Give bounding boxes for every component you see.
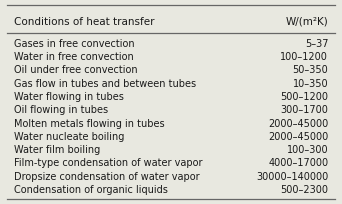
Text: 100–1200: 100–1200	[280, 52, 328, 62]
Text: W/(m²K): W/(m²K)	[286, 17, 328, 26]
Text: 300–1700: 300–1700	[280, 105, 328, 115]
Text: Water nucleate boiling: Water nucleate boiling	[14, 131, 124, 141]
Text: 50–350: 50–350	[292, 65, 328, 75]
Text: 30000–140000: 30000–140000	[256, 171, 328, 181]
Text: Condensation of organic liquids: Condensation of organic liquids	[14, 184, 168, 194]
Text: 500–2300: 500–2300	[280, 184, 328, 194]
Text: Water film boiling: Water film boiling	[14, 144, 100, 154]
Text: 4000–17000: 4000–17000	[268, 158, 328, 168]
Text: 10–350: 10–350	[293, 78, 328, 88]
Text: 500–1200: 500–1200	[280, 91, 328, 101]
Text: Molten metals flowing in tubes: Molten metals flowing in tubes	[14, 118, 164, 128]
Text: 2000–45000: 2000–45000	[268, 131, 328, 141]
Text: Dropsize condensation of water vapor: Dropsize condensation of water vapor	[14, 171, 199, 181]
Text: Oil flowing in tubes: Oil flowing in tubes	[14, 105, 108, 115]
Text: Conditions of heat transfer: Conditions of heat transfer	[14, 17, 154, 26]
Text: Water in free convection: Water in free convection	[14, 52, 133, 62]
Text: Water flowing in tubes: Water flowing in tubes	[14, 91, 123, 101]
Text: 100–300: 100–300	[287, 144, 328, 154]
Text: Gases in free convection: Gases in free convection	[14, 38, 134, 48]
Text: Film-type condensation of water vapor: Film-type condensation of water vapor	[14, 158, 202, 168]
Text: Oil under free convection: Oil under free convection	[14, 65, 137, 75]
Text: 5–37: 5–37	[305, 38, 328, 48]
Text: 2000–45000: 2000–45000	[268, 118, 328, 128]
Text: Gas flow in tubes and between tubes: Gas flow in tubes and between tubes	[14, 78, 196, 88]
